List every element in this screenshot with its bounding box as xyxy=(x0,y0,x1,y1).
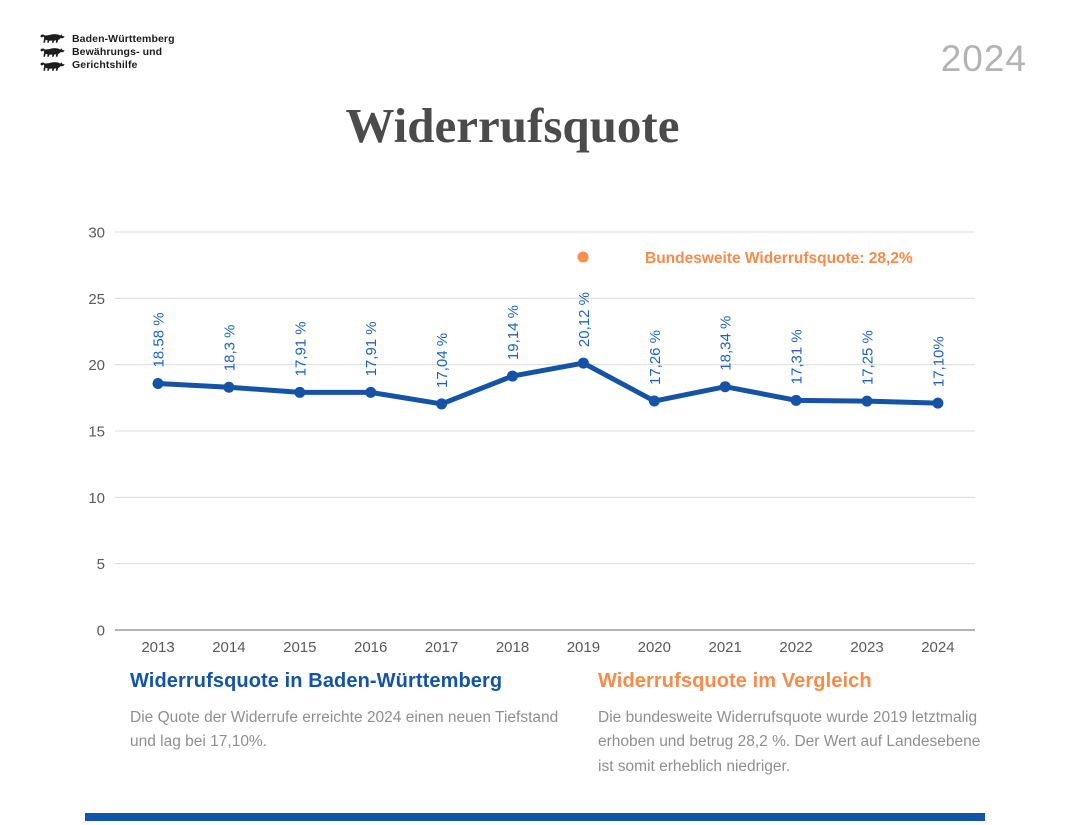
data-point xyxy=(790,394,802,406)
data-point xyxy=(932,397,944,409)
data-point xyxy=(436,398,448,410)
legend-dot xyxy=(577,251,589,263)
data-point xyxy=(223,381,235,393)
data-point-label: 18,34 % xyxy=(718,316,735,371)
x-tick-label: 2019 xyxy=(567,639,600,656)
data-point xyxy=(294,386,306,398)
x-tick-label: 2016 xyxy=(354,639,387,656)
y-tick-label: 5 xyxy=(97,556,105,573)
section-right-body: Die bundesweite Widerrufsquote wurde 201… xyxy=(598,709,981,775)
year-badge: 2024 xyxy=(940,38,1027,79)
data-point xyxy=(719,381,731,393)
section-right-heading: Widerrufsquote im Vergleich xyxy=(598,670,872,692)
data-point-label: 19,14 % xyxy=(505,305,522,360)
data-point-label: 17,04 % xyxy=(434,333,451,388)
data-point-label: 17,91 % xyxy=(363,321,380,376)
x-tick-label: 2014 xyxy=(212,639,245,656)
x-tick-label: 2013 xyxy=(141,639,174,656)
logo-text: Baden-Württemberg Bewährungs- und Gerich… xyxy=(72,33,175,71)
y-tick-label: 15 xyxy=(88,424,105,441)
x-tick-label: 2022 xyxy=(779,639,812,656)
logo: Baden-Württemberg Bewährungs- und Gerich… xyxy=(40,33,175,75)
logo-line-2: Bewährungs- und xyxy=(72,45,163,58)
x-tick-label: 2017 xyxy=(425,639,458,656)
data-point-label: 20,12 % xyxy=(576,292,593,347)
page-title: Widerrufsquote xyxy=(345,98,680,153)
logo-line-1: Baden-Württemberg xyxy=(72,33,175,45)
data-point xyxy=(507,370,518,382)
y-tick-label: 30 xyxy=(88,225,105,242)
data-point xyxy=(861,395,873,407)
y-tick-label: 0 xyxy=(97,623,105,640)
logo-line-3: Gerichtshilfe xyxy=(72,58,138,71)
trend-line xyxy=(155,360,941,407)
data-point-label: 18,3 % xyxy=(221,325,238,372)
data-point xyxy=(365,386,377,398)
x-tick-label: 2023 xyxy=(850,639,883,656)
data-point xyxy=(152,378,164,390)
section-left-heading: Widerrufsquote in Baden-Württemberg xyxy=(130,670,503,692)
x-tick-label: 2018 xyxy=(496,639,529,656)
x-tick-label: 2015 xyxy=(283,639,316,656)
x-tick-label: 2020 xyxy=(638,639,671,656)
x-tick-label: 2021 xyxy=(709,639,742,656)
data-point-label: 17,31 % xyxy=(789,329,806,384)
section-baden-wuerttemberg: Widerrufsquote in Baden-Württemberg Die … xyxy=(130,670,575,755)
x-tick-label: 2024 xyxy=(921,639,954,656)
data-point-label: 17,26 % xyxy=(647,330,664,385)
legend-label: Bundesweite Widerrufsquote: 28,2% xyxy=(645,250,913,267)
y-tick-label: 10 xyxy=(88,490,105,507)
data-point-label: 17,91 % xyxy=(292,321,309,376)
data-point-label: 18.58 % xyxy=(151,312,168,367)
data-point-label: 17,25 % xyxy=(860,330,877,385)
data-point xyxy=(577,357,589,369)
bottom-accent-bar xyxy=(85,813,985,821)
bw-three-lions-icon xyxy=(40,34,65,71)
y-tick-label: 20 xyxy=(88,357,105,374)
line-chart: 0 5 10 15 20 25 30 2013 2014 2015 2016 2017 2018 2019… xyxy=(88,225,975,656)
y-tick-label: 25 xyxy=(88,291,105,308)
data-point-label: 17,10% xyxy=(930,336,947,387)
data-point xyxy=(648,395,660,407)
section-left-body: Die Quote der Widerrufe erreichte 2024 e… xyxy=(130,709,559,751)
section-vergleich: Widerrufsquote im Vergleich Die bundeswe… xyxy=(598,670,998,779)
